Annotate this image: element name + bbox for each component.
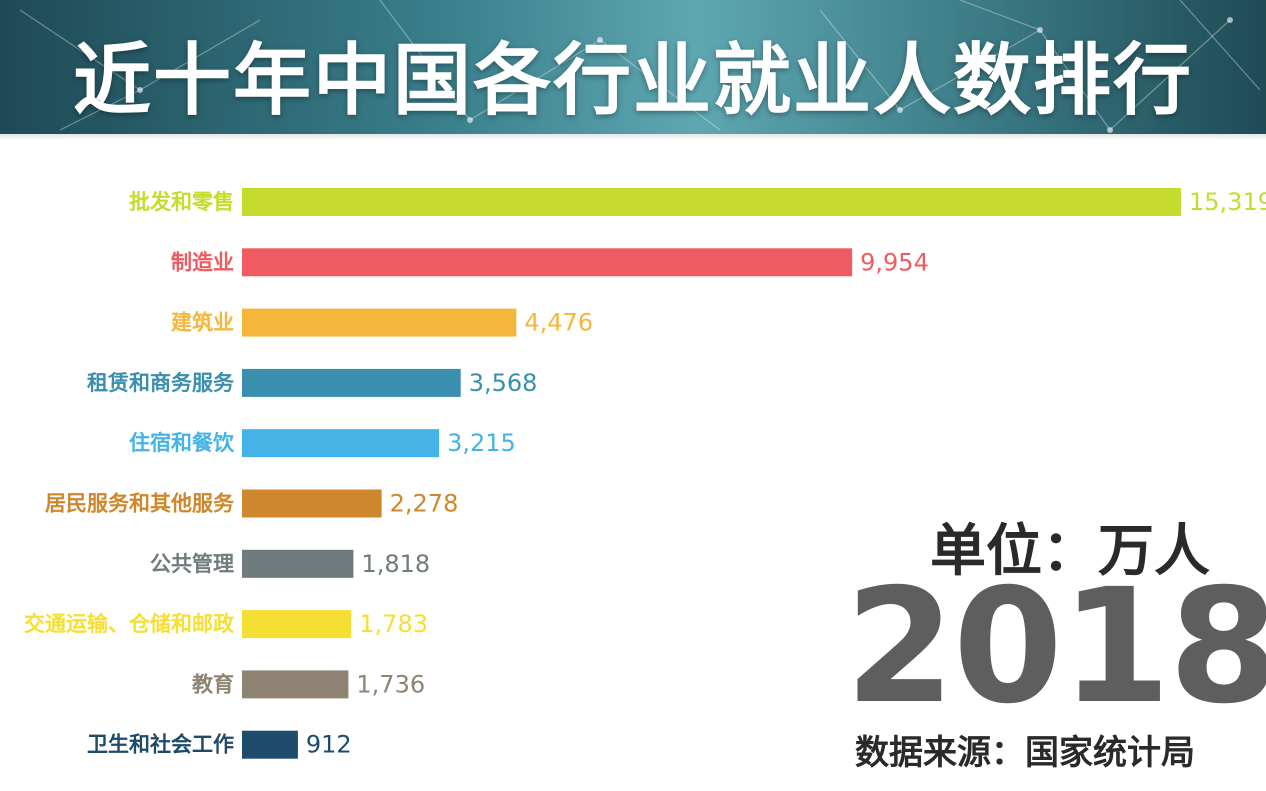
- bar: [242, 610, 352, 639]
- category-label: 租赁和商务服务: [87, 371, 235, 395]
- bar: [242, 549, 354, 578]
- bar: [242, 248, 853, 277]
- category-label: 批发和零售: [129, 190, 234, 214]
- year-label: 2018: [845, 555, 1266, 739]
- category-label: 卫生和社会工作: [87, 733, 234, 757]
- value-label: 15,319: [1189, 188, 1266, 216]
- header-banner: 近十年中国各行业就业人数排行: [0, 0, 1266, 134]
- header-shadow: [0, 134, 1266, 140]
- value-label: 3,215: [447, 429, 516, 457]
- value-label: 1,736: [356, 670, 425, 698]
- network-background-graphic: [19, 0, 1261, 133]
- bar: [242, 730, 298, 759]
- value-label: 912: [306, 731, 352, 759]
- bar: [242, 670, 349, 699]
- value-label: 3,568: [469, 369, 538, 397]
- category-label: 制造业: [171, 250, 234, 274]
- bar: [242, 429, 440, 458]
- category-label: 住宿和餐饮: [129, 431, 235, 455]
- category-label: 居民服务和其他服务: [45, 492, 235, 516]
- category-label: 建筑业: [171, 311, 234, 335]
- value-label: 4,476: [524, 309, 593, 337]
- bar: [242, 489, 382, 518]
- chart-title: 近十年中国各行业就业人数排行: [72, 36, 1193, 126]
- bar: [242, 308, 517, 337]
- category-label: 交通运输、仓储和邮政: [24, 612, 235, 636]
- bar: [242, 368, 461, 397]
- source-label: 数据来源：国家统计局: [855, 733, 1195, 773]
- category-label: 教育: [192, 672, 234, 696]
- value-label: 1,818: [361, 550, 430, 578]
- value-label: 2,278: [390, 490, 459, 518]
- value-label: 1,783: [359, 610, 428, 638]
- unit-label: 单位：万人: [930, 519, 1210, 584]
- category-label: 公共管理: [150, 552, 234, 576]
- bar: [242, 188, 1181, 216]
- value-label: 9,954: [860, 248, 929, 276]
